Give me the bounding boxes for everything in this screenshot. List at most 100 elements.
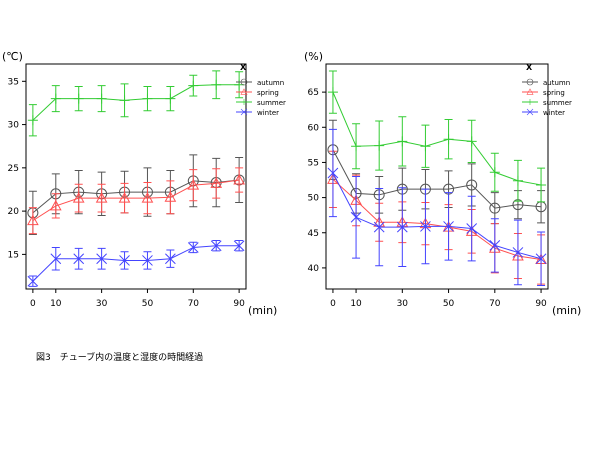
data-point-summer xyxy=(50,93,61,104)
legend-marker-shape-spring xyxy=(240,88,248,95)
data-point-spring xyxy=(27,214,39,226)
y-tick-label: 65 xyxy=(308,88,319,98)
legend-label-summer: summer xyxy=(257,99,286,107)
data-point-spring xyxy=(95,192,108,203)
y-unit-label: (℃) xyxy=(2,50,23,63)
data-point-summer xyxy=(351,141,362,152)
data-point-summer xyxy=(119,95,130,106)
data-point-winter xyxy=(233,240,245,252)
error-bar xyxy=(51,193,60,219)
series-line-winter xyxy=(32,245,240,282)
legend-label-winter: winter xyxy=(257,109,279,117)
data-point-spring xyxy=(141,192,154,203)
data-point-spring xyxy=(164,191,177,202)
series-line-summer xyxy=(32,84,240,121)
data-point-winter xyxy=(443,221,454,232)
legend-label-autumn: autumn xyxy=(257,79,284,87)
legend-label-spring: spring xyxy=(543,89,565,97)
data-point-winter xyxy=(73,253,85,265)
data-point-winter xyxy=(210,240,222,252)
series-line-summer xyxy=(332,91,542,186)
error-bar xyxy=(120,182,129,214)
error-bar xyxy=(74,183,83,213)
data-point-summer xyxy=(73,93,84,104)
data-point-winter xyxy=(420,221,431,232)
data-point-summer xyxy=(466,136,477,147)
data-point-summer xyxy=(211,79,222,90)
data-point-summer xyxy=(96,93,107,104)
y-tick-label: 15 xyxy=(8,250,19,260)
series-line-autumn xyxy=(32,179,240,214)
x-axis-label: (min) xyxy=(552,304,581,317)
data-point-summer xyxy=(327,87,338,98)
data-point-winter xyxy=(50,253,62,265)
legend-marker-shape-spring xyxy=(526,88,534,95)
legend-marker-shape-winter xyxy=(526,108,534,116)
plot-frame xyxy=(325,63,549,290)
x-tick-label: 50 xyxy=(443,299,455,309)
data-point-spring xyxy=(49,199,62,211)
data-point-winter xyxy=(535,253,547,265)
legend-marker-summer xyxy=(527,99,534,106)
legend-marker-spring xyxy=(526,88,534,95)
data-point-spring xyxy=(187,179,200,190)
error-bar xyxy=(97,183,106,213)
data-point-winter xyxy=(27,275,39,287)
data-point-winter xyxy=(165,253,176,265)
legend-marker-autumn xyxy=(526,78,534,86)
x-tick-label: 90 xyxy=(233,299,245,309)
series-line-spring xyxy=(32,179,240,222)
data-point-spring xyxy=(233,173,245,185)
legend-marker-winter xyxy=(240,108,248,116)
legend-label-winter: winter xyxy=(543,109,565,117)
data-point-spring xyxy=(118,192,131,203)
data-point-winter xyxy=(350,211,362,223)
x-tick-label: 10 xyxy=(50,299,62,309)
legend-marker-shape-autumn xyxy=(240,78,248,86)
error-bar xyxy=(189,169,198,202)
series-spring xyxy=(27,167,245,235)
data-point-winter xyxy=(512,247,524,258)
figure-caption: 図3 チューブ内の温度と湿度の時間経過 xyxy=(36,353,204,363)
legend-marker-shape-summer xyxy=(527,99,534,106)
data-point-summer xyxy=(165,93,176,104)
legend-label-summer: summer xyxy=(543,99,572,107)
series-summer xyxy=(27,70,245,137)
y-tick-label: 55 xyxy=(308,158,319,168)
data-point-winter xyxy=(373,221,385,233)
x-tick-label: 70 xyxy=(188,299,200,309)
data-point-summer xyxy=(512,175,523,186)
legend-marker-spring xyxy=(240,88,248,95)
y-tick-label: 40 xyxy=(308,264,320,274)
series-autumn xyxy=(27,154,245,235)
legend-marker-autumn xyxy=(240,78,248,86)
x-tick-label: 30 xyxy=(397,299,409,309)
data-point-winter xyxy=(396,221,408,233)
data-point-summer xyxy=(27,115,38,126)
legend-marker-summer xyxy=(240,99,247,106)
series-winter xyxy=(327,128,547,286)
x-tick-label: 0 xyxy=(30,299,36,309)
data-point-winter xyxy=(489,240,501,251)
legend-marker-shape-winter xyxy=(240,108,248,116)
data-point-winter xyxy=(142,255,153,266)
data-point-summer xyxy=(420,141,431,152)
error-bar xyxy=(212,168,221,199)
data-point-winter xyxy=(466,223,478,234)
y-unit-label: (%) xyxy=(304,50,323,63)
series-line-autumn xyxy=(332,149,542,209)
data-point-summer xyxy=(374,140,385,151)
x-tick-label: 70 xyxy=(489,299,501,309)
y-tick-label: 30 xyxy=(8,121,20,131)
error-bar xyxy=(235,167,244,193)
plot-frame xyxy=(25,63,247,290)
series-line-spring xyxy=(332,178,542,260)
legend-marker-winter xyxy=(526,108,534,116)
data-point-summer xyxy=(536,179,547,190)
series-winter xyxy=(27,240,245,287)
legend-marker-shape-summer xyxy=(240,99,247,106)
